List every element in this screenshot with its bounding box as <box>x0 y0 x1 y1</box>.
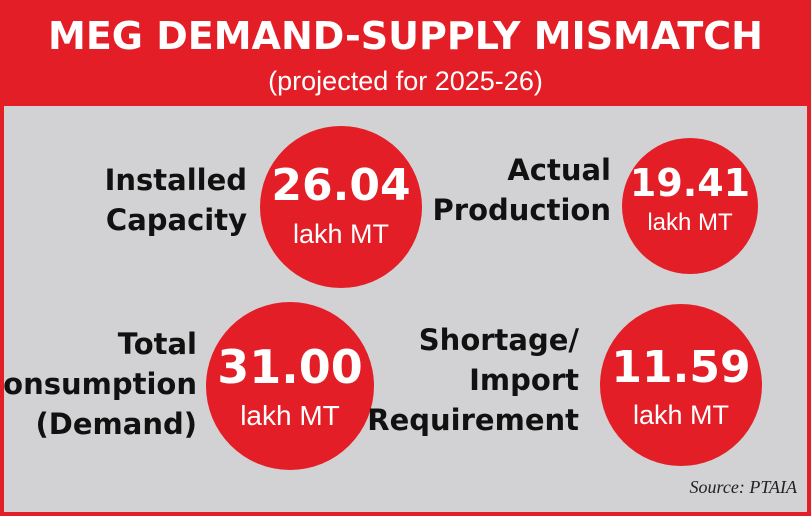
shortage-circle: 11.59 lakh MT <box>600 304 762 466</box>
installed-capacity-label-line1: Installed <box>104 163 247 197</box>
actual-production-label: Actual Production <box>433 150 611 230</box>
total-consumption-label-line2: Consumption <box>0 367 197 401</box>
actual-production-label-line2: Production <box>432 193 611 227</box>
shortage-label-line2: Import <box>469 363 579 397</box>
shortage-label-line3: Requirement <box>367 403 579 437</box>
installed-capacity-value: 26.04 <box>271 160 411 211</box>
source-credit: Source: PTAIA <box>689 477 797 497</box>
actual-production-unit: lakh MT <box>647 209 733 236</box>
actual-production-value: 19.41 <box>629 161 751 205</box>
actual-production-circle: 19.41 lakh MT <box>622 138 758 274</box>
infographic-subtitle: (projected for 2025-26) <box>268 66 543 96</box>
total-consumption-circle: 31.00 lakh MT <box>206 302 374 470</box>
installed-capacity-circle: 26.04 lakh MT <box>260 126 422 288</box>
infographic-title: MEG DEMAND-SUPPLY MISMATCH <box>48 14 763 58</box>
total-consumption-unit: lakh MT <box>240 400 340 431</box>
total-consumption-label-line3: (Demand) <box>35 407 197 441</box>
shortage-unit: lakh MT <box>632 400 730 430</box>
installed-capacity-label: Installed Capacity <box>105 160 247 240</box>
installed-capacity-unit: lakh MT <box>292 219 390 249</box>
actual-production-label-line1: Actual <box>507 153 611 187</box>
shortage-label-line1: Shortage/ <box>418 323 579 357</box>
shortage-label: Shortage/ Import Requirement <box>367 320 579 440</box>
total-consumption-label-line1: Total <box>117 327 197 361</box>
total-consumption-value: 31.00 <box>217 340 363 394</box>
installed-capacity-label-line2: Capacity <box>105 203 247 237</box>
total-consumption-label: Total Consumption (Demand) <box>0 324 197 444</box>
header-banner: MEG DEMAND-SUPPLY MISMATCH (projected fo… <box>4 4 807 106</box>
shortage-value: 11.59 <box>611 342 751 393</box>
stats-panel: Installed Capacity 26.04 lakh MT Actual … <box>4 106 807 512</box>
